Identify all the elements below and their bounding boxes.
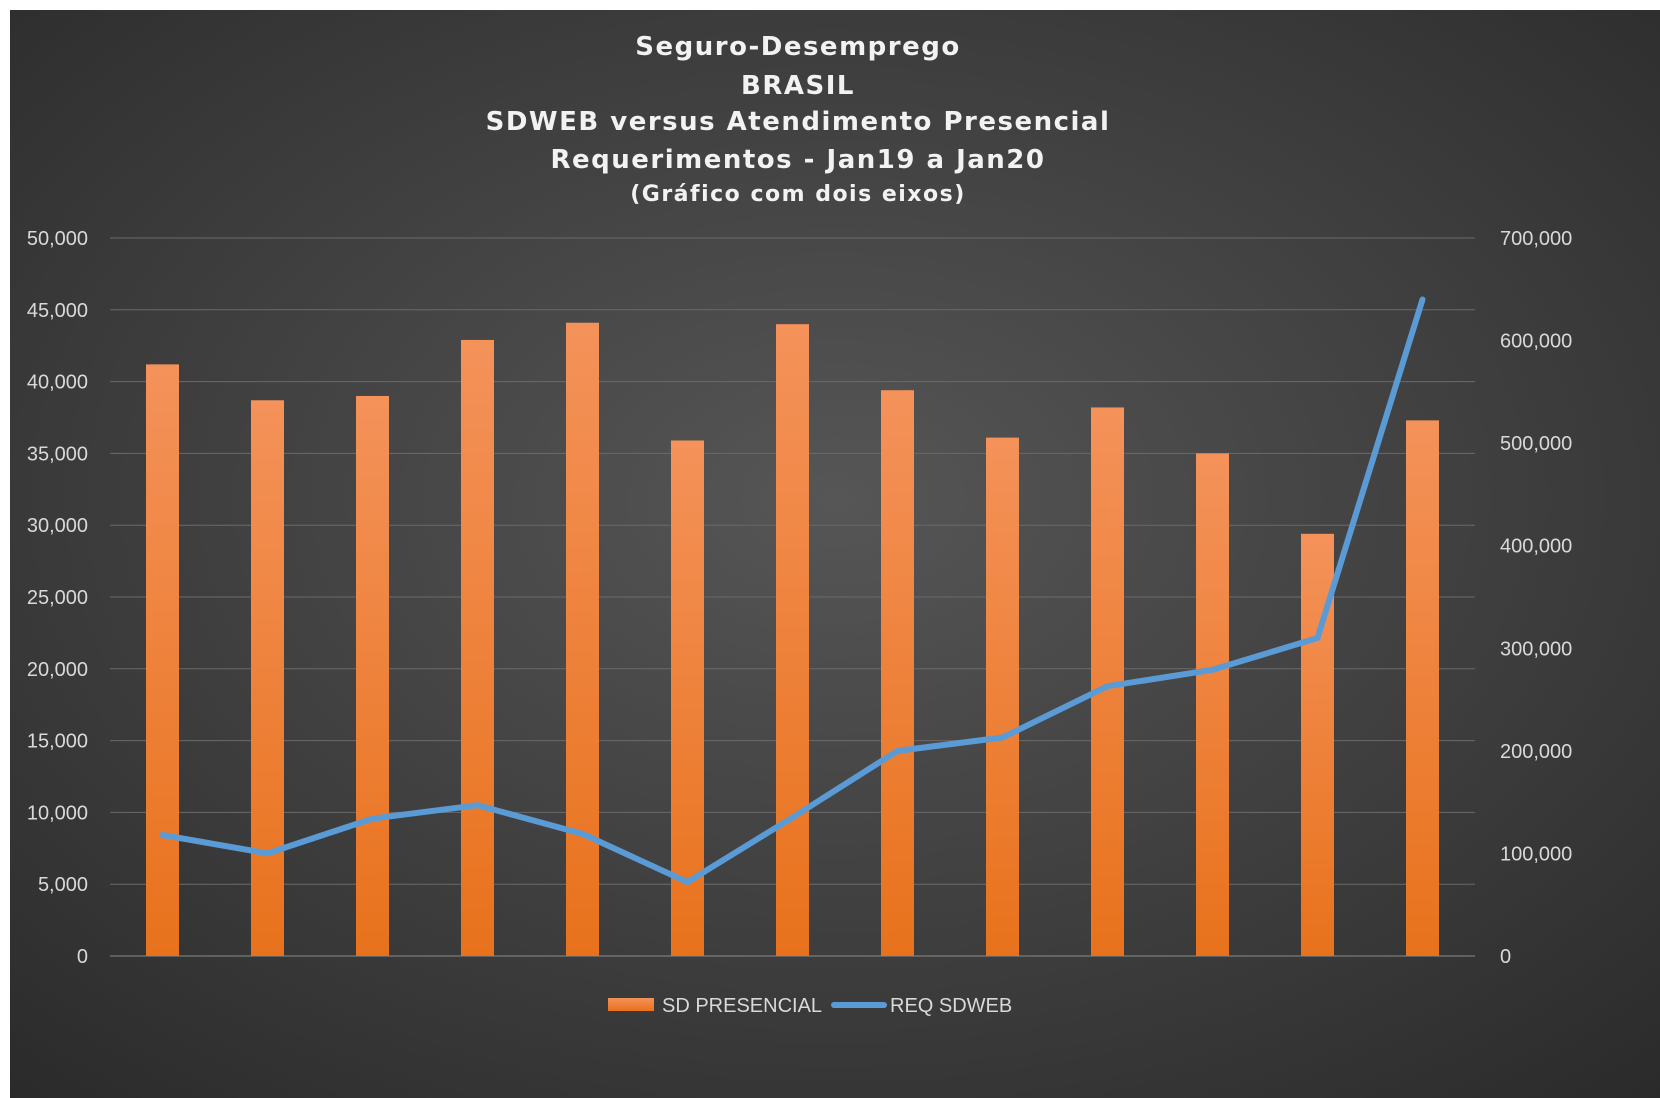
bar-sd-presencial [146, 364, 179, 956]
line-req-sdweb [159, 296, 1426, 886]
y-right-tick-label: 100,000 [1500, 843, 1572, 865]
bar-sd-presencial [881, 390, 914, 956]
y-right-tick-label: 500,000 [1500, 433, 1572, 455]
title-line-2: BRASIL [741, 71, 855, 101]
bar-sd-presencial [566, 322, 599, 956]
y-right-tick-label: 400,000 [1500, 536, 1572, 558]
line-series [159, 296, 1426, 886]
y-right-tick-label: 600,000 [1500, 331, 1572, 353]
y-axis-left: 0 5,000 10,000 15,000 20,000 25,000 30,000 35,0… [27, 228, 88, 968]
bar-sd-presencial [671, 440, 704, 956]
chart-svg: Seguro-Desemprego BRASIL SDWEB versus At… [10, 10, 1660, 1098]
y-left-tick-label: 35,000 [27, 443, 88, 465]
y-axis-right: 0 100,000 200,000 300,000 400,000 500,000 600,… [1500, 228, 1572, 968]
bar-sd-presencial [461, 339, 494, 956]
y-right-tick-label: 0 [1500, 946, 1511, 968]
title-line-5: (Gráfico com dois eixos) [630, 182, 966, 207]
legend-label-sd-presencial: SD PRESENCIAL [662, 995, 822, 1017]
title-line-4: Requerimentos - Jan19 a Jan20 [550, 145, 1045, 175]
y-left-tick-label: 25,000 [27, 587, 88, 609]
y-right-tick-label: 300,000 [1500, 638, 1572, 660]
y-left-tick-label: 50,000 [27, 228, 88, 250]
y-left-tick-label: 5,000 [38, 874, 88, 896]
chart-title: Seguro-Desemprego BRASIL SDWEB versus At… [486, 32, 1111, 207]
y-right-tick-label: 700,000 [1500, 228, 1572, 250]
legend-label-req-sdweb: REQ SDWEB [890, 995, 1012, 1017]
y-left-tick-label: 45,000 [27, 300, 88, 322]
legend-swatch-sd-presencial [608, 998, 654, 1011]
chart-frame: Seguro-Desemprego BRASIL SDWEB versus At… [10, 10, 1660, 1098]
y-left-tick-label: 30,000 [27, 515, 88, 537]
bar-sd-presencial [986, 437, 1019, 956]
bar-sd-presencial [1196, 453, 1229, 956]
title-line-1: Seguro-Desemprego [635, 32, 960, 62]
legend: SD PRESENCIAL REQ SDWEB [608, 995, 1012, 1017]
y-left-tick-label: 15,000 [27, 731, 88, 753]
bar-sd-presencial [356, 395, 389, 957]
y-left-tick-label: 40,000 [27, 372, 88, 394]
y-left-tick-label: 20,000 [27, 659, 88, 681]
bar-sd-presencial [776, 324, 809, 956]
title-line-3: SDWEB versus Atendimento Presencial [486, 107, 1111, 137]
bar-sd-presencial [251, 400, 284, 956]
y-left-tick-label: 10,000 [27, 802, 88, 824]
y-right-tick-label: 200,000 [1500, 741, 1572, 763]
y-left-tick-label: 0 [77, 946, 88, 968]
bar-sd-presencial [1406, 420, 1439, 956]
chart-background [10, 10, 1660, 1098]
